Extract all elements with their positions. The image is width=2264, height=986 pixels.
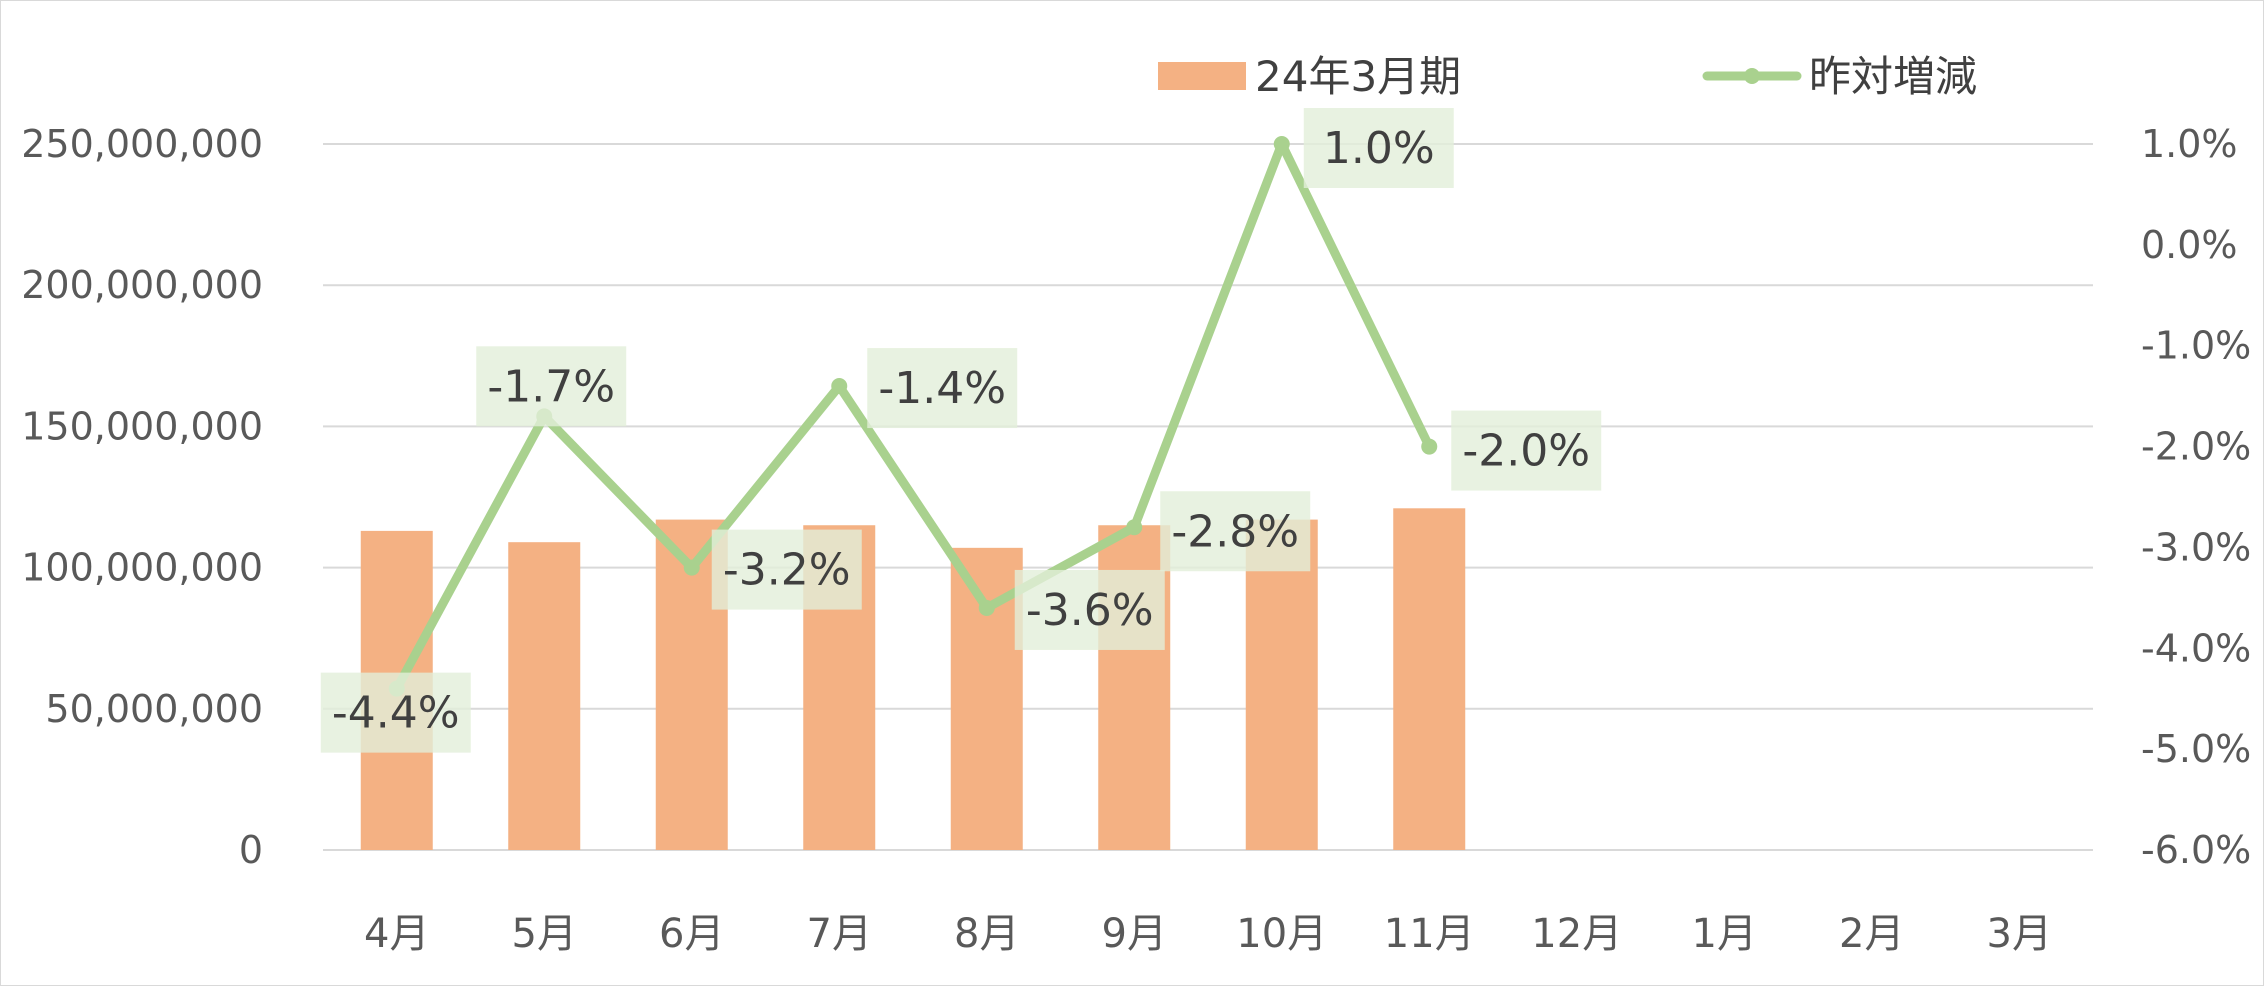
left-tick-label: 50,000,000	[45, 687, 263, 731]
line-point	[1126, 519, 1143, 536]
right-tick-label: -1.0%	[2141, 324, 2251, 368]
data-label: -1.4%	[878, 363, 1006, 414]
legend: 24年3月期 昨対増減	[1158, 52, 1977, 101]
right-axis: -6.0% -5.0% -4.0% -3.0% -2.0% -1.0% 0.0% 1.0%	[2141, 122, 2251, 872]
x-tick-label: 10月	[1236, 911, 1327, 957]
data-label-box	[1160, 491, 1311, 572]
right-tick-label: -4.0%	[2141, 626, 2251, 670]
x-tick-label: 6月	[659, 911, 724, 957]
data-label: -4.4%	[332, 688, 460, 739]
data-label-box	[711, 529, 862, 610]
line-point	[1421, 438, 1438, 455]
data-label: -2.0%	[1462, 426, 1590, 477]
right-tick-label: 0.0%	[2141, 223, 2238, 267]
right-tick-label: -6.0%	[2141, 828, 2251, 872]
data-label-box	[320, 672, 471, 753]
legend-label-line: 昨対増減	[1809, 52, 1977, 101]
left-tick-label: 0	[239, 828, 263, 872]
data-label-box	[1451, 410, 1602, 491]
data-labels: -4.4% -1.7% -3.2% -1.4% -3.6% -2.8% 1.0% -2.0%	[320, 108, 1602, 753]
data-label-box	[476, 346, 627, 427]
left-tick-label: 250,000,000	[21, 122, 263, 166]
line-point	[1273, 136, 1290, 152]
data-label: -1.7%	[487, 361, 615, 412]
left-tick-label: 100,000,000	[21, 546, 263, 590]
data-label: -2.8%	[1171, 506, 1299, 557]
x-axis: 4月 5月 6月 7月 8月 9月 10月 11月 12月 1月 2月 3月	[364, 911, 2052, 957]
right-tick-label: 1.0%	[2141, 122, 2238, 166]
data-label: 1.0%	[1323, 123, 1435, 174]
line-point	[683, 559, 700, 576]
x-tick-label: 3月	[1987, 911, 2052, 957]
data-label: -3.6%	[1026, 585, 1154, 636]
x-tick-label: 1月	[1692, 911, 1757, 957]
x-tick-label: 4月	[364, 911, 429, 957]
x-tick-label: 12月	[1531, 911, 1622, 957]
x-tick-label: 8月	[954, 911, 1019, 957]
data-label-box	[867, 348, 1018, 429]
right-tick-label: -3.0%	[2141, 525, 2251, 569]
legend-swatch-point	[1744, 68, 1760, 84]
data-label-box	[1303, 108, 1454, 188]
x-tick-label: 7月	[807, 911, 872, 957]
bar	[1245, 519, 1318, 850]
right-tick-label: -5.0%	[2141, 727, 2251, 771]
right-tick-label: -2.0%	[2141, 425, 2251, 469]
line-path	[392, 139, 1434, 694]
data-label: -3.2%	[723, 545, 851, 596]
bar-series	[360, 508, 1466, 850]
left-axis: 0 50,000,000 100,000,000 150,000,000 200,000…	[21, 122, 263, 872]
legend-swatch-bar	[1158, 62, 1246, 90]
left-tick-label: 150,000,000	[21, 404, 263, 448]
legend-label-bar: 24年3月期	[1255, 52, 1461, 101]
data-label-box	[1014, 569, 1165, 650]
bar	[508, 542, 581, 850]
x-tick-label: 5月	[512, 911, 577, 957]
left-tick-label: 200,000,000	[21, 263, 263, 307]
line-point	[978, 599, 995, 616]
x-tick-label: 2月	[1839, 911, 1904, 957]
line-point	[831, 378, 848, 395]
x-tick-label: 9月	[1102, 911, 1167, 957]
bar	[1393, 508, 1466, 850]
x-tick-label: 11月	[1384, 911, 1475, 957]
